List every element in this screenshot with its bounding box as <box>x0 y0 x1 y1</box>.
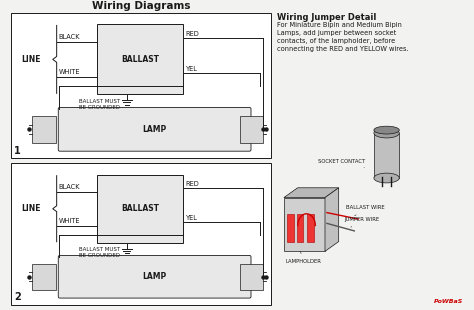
Text: For Miniature Bipin and Medium Bipin
Lamps, add jumper between socket
contacts, : For Miniature Bipin and Medium Bipin Lam… <box>277 22 409 52</box>
Text: BALLAST MUST
BE GROUNDED: BALLAST MUST BE GROUNDED <box>79 247 120 258</box>
Bar <box>308 214 314 241</box>
Ellipse shape <box>374 128 399 138</box>
Text: WHITE: WHITE <box>59 69 80 75</box>
Text: BALLAST: BALLAST <box>121 204 159 213</box>
Bar <box>97 24 183 94</box>
Bar <box>297 214 303 241</box>
Text: SOCKET CONTACT: SOCKET CONTACT <box>318 159 365 167</box>
Text: JUMPER WIRE: JUMPER WIRE <box>345 217 380 227</box>
Text: BALLAST WIRE: BALLAST WIRE <box>346 206 385 216</box>
Bar <box>32 264 55 290</box>
Bar <box>32 116 55 143</box>
Text: LAMP: LAMP <box>143 272 167 281</box>
Ellipse shape <box>374 126 399 134</box>
Text: WHITE: WHITE <box>59 218 80 224</box>
Text: LAMPHOLDER: LAMPHOLDER <box>286 251 322 264</box>
Ellipse shape <box>374 173 399 183</box>
Bar <box>11 13 271 158</box>
Text: 1: 1 <box>14 145 21 156</box>
Text: LAMP: LAMP <box>143 125 167 134</box>
Bar <box>240 116 264 143</box>
Bar <box>97 175 183 243</box>
Bar <box>287 214 294 241</box>
Text: LINE: LINE <box>21 204 41 213</box>
Text: YEL: YEL <box>186 215 198 221</box>
Text: 2: 2 <box>14 292 21 302</box>
FancyBboxPatch shape <box>58 255 251 298</box>
Text: BLACK: BLACK <box>59 34 80 40</box>
Polygon shape <box>325 188 339 251</box>
FancyBboxPatch shape <box>58 108 251 151</box>
Text: RED: RED <box>186 31 200 37</box>
Polygon shape <box>284 197 325 251</box>
Text: RED: RED <box>186 181 200 187</box>
Text: LINE: LINE <box>21 55 41 64</box>
Bar <box>374 133 399 178</box>
Text: Wiring Diagrams: Wiring Diagrams <box>92 1 191 11</box>
Text: YEL: YEL <box>186 66 198 72</box>
Text: BALLAST MUST
BE GROUNDED: BALLAST MUST BE GROUNDED <box>79 99 120 110</box>
Text: PoWBaS: PoWBaS <box>434 299 463 304</box>
Text: Wiring Jumper Detail: Wiring Jumper Detail <box>277 13 376 22</box>
Text: BALLAST: BALLAST <box>121 55 159 64</box>
Polygon shape <box>284 188 339 197</box>
Bar <box>240 264 264 290</box>
Bar <box>11 163 271 305</box>
Text: BLACK: BLACK <box>59 184 80 190</box>
